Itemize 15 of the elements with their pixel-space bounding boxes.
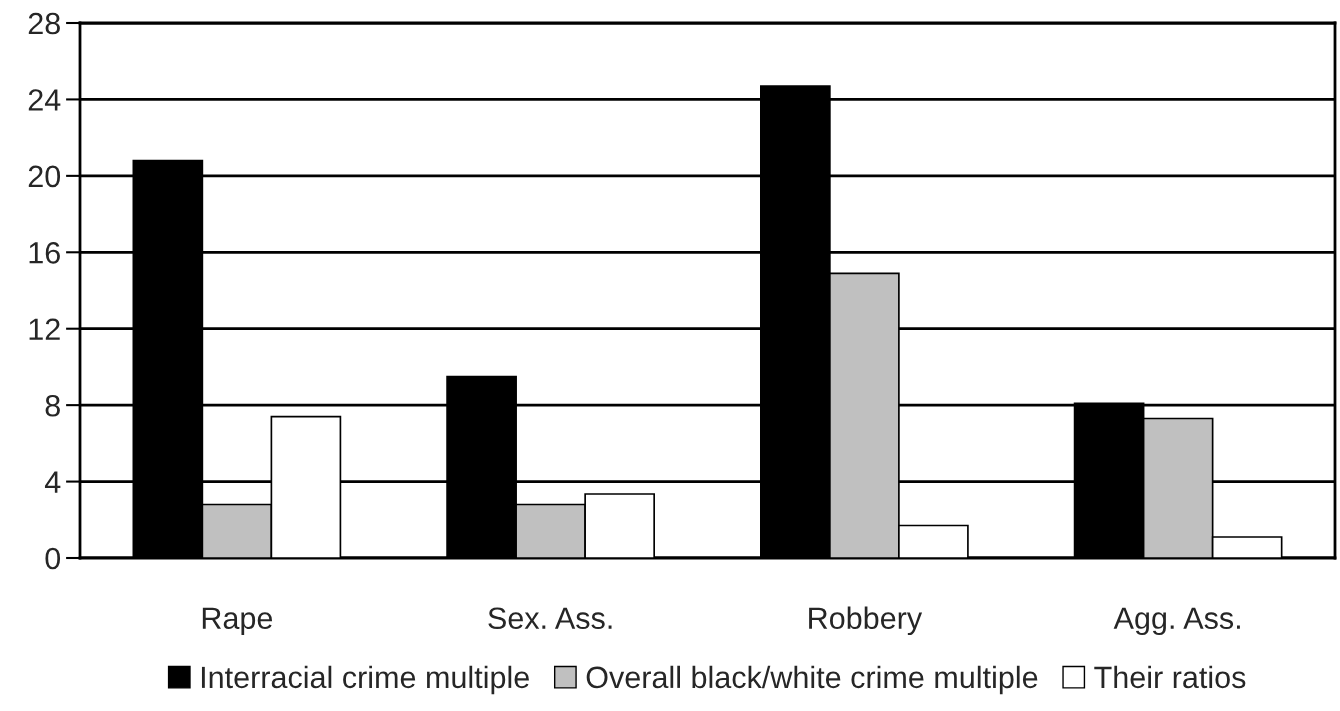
y-tick-label: 28 (28, 12, 60, 35)
y-tick-label: 4 (44, 471, 61, 493)
x-tick-label: Sex. Ass. (488, 607, 612, 630)
legend-label: Overall black/white crime multiple (586, 665, 1038, 695)
x-tick-label: Rape (202, 607, 273, 636)
y-tick-label: 8 (45, 394, 60, 417)
x-tick-label: Agg. Ass. (1113, 607, 1240, 636)
y-tick-label: 0 (45, 547, 61, 570)
y-tick-label: 12 (29, 318, 60, 340)
x-tick-label: Robbery (809, 606, 923, 636)
legend-label: Interracial crime multiple (201, 665, 529, 695)
legend-label: Their ratios (1094, 665, 1246, 689)
y-tick-label: 20 (28, 165, 61, 188)
y-tick-label: 24 (28, 89, 61, 111)
y-tick-label: 16 (29, 242, 60, 264)
